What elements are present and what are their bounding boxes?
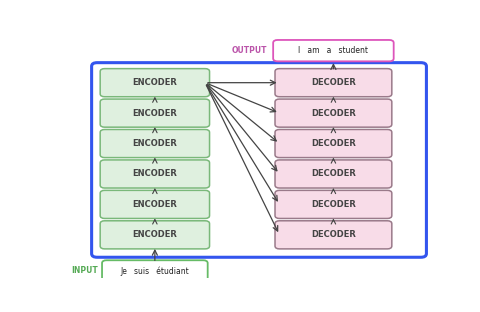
Text: ENCODER: ENCODER [132, 78, 177, 87]
Text: DECODER: DECODER [311, 78, 356, 87]
FancyBboxPatch shape [100, 160, 210, 188]
FancyBboxPatch shape [275, 221, 392, 249]
FancyBboxPatch shape [275, 160, 392, 188]
Text: DECODER: DECODER [311, 109, 356, 118]
FancyBboxPatch shape [275, 99, 392, 127]
Text: DECODER: DECODER [311, 169, 356, 178]
Text: I   am   a   student: I am a student [299, 46, 369, 55]
Text: ENCODER: ENCODER [132, 139, 177, 148]
Text: ENCODER: ENCODER [132, 200, 177, 209]
FancyBboxPatch shape [100, 129, 210, 158]
FancyBboxPatch shape [100, 69, 210, 97]
FancyBboxPatch shape [100, 221, 210, 249]
Text: ENCODER: ENCODER [132, 169, 177, 178]
Text: DECODER: DECODER [311, 230, 356, 239]
FancyBboxPatch shape [275, 190, 392, 218]
FancyBboxPatch shape [92, 63, 426, 257]
Text: DECODER: DECODER [311, 139, 356, 148]
FancyBboxPatch shape [102, 260, 208, 282]
FancyBboxPatch shape [273, 40, 394, 61]
Text: ENCODER: ENCODER [132, 109, 177, 118]
Text: INPUT: INPUT [71, 266, 97, 275]
FancyBboxPatch shape [100, 190, 210, 218]
FancyBboxPatch shape [275, 129, 392, 158]
FancyBboxPatch shape [275, 69, 392, 97]
Text: Je   suis   étudiant: Je suis étudiant [120, 266, 189, 276]
Text: ENCODER: ENCODER [132, 230, 177, 239]
FancyBboxPatch shape [100, 99, 210, 127]
Text: DECODER: DECODER [311, 200, 356, 209]
Text: OUTPUT: OUTPUT [232, 46, 267, 55]
